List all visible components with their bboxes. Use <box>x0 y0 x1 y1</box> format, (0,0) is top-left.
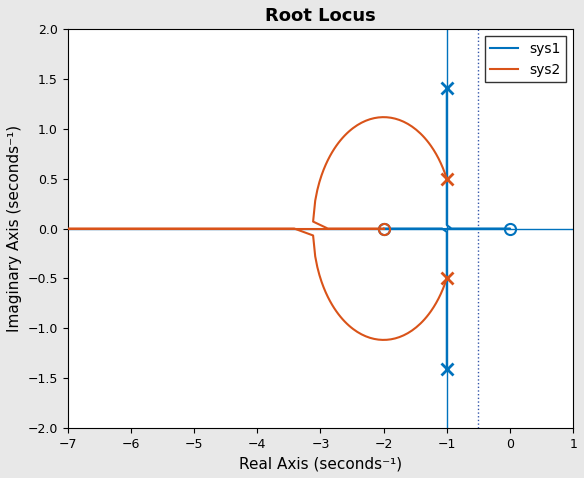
Y-axis label: Imaginary Axis (seconds⁻¹): Imaginary Axis (seconds⁻¹) <box>7 125 22 332</box>
Legend: sys1, sys2: sys1, sys2 <box>485 36 566 82</box>
Title: Root Locus: Root Locus <box>265 7 376 25</box>
X-axis label: Real Axis (seconds⁻¹): Real Axis (seconds⁻¹) <box>239 456 402 471</box>
